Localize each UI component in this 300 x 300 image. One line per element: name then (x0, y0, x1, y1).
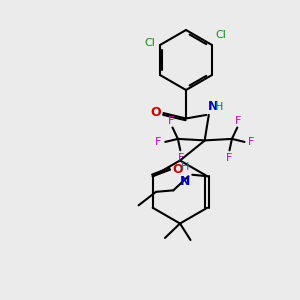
Text: N: N (208, 100, 218, 113)
Text: F: F (155, 137, 162, 147)
Text: Cl: Cl (145, 38, 155, 48)
Text: F: F (226, 153, 232, 163)
Text: F: F (248, 137, 254, 147)
Text: O: O (172, 163, 182, 176)
Text: N: N (180, 175, 190, 188)
Text: Cl: Cl (215, 30, 226, 40)
Text: F: F (167, 116, 174, 126)
Text: F: F (178, 153, 184, 163)
Text: O: O (151, 106, 161, 119)
Text: F: F (235, 116, 242, 126)
Text: H: H (181, 162, 189, 172)
Text: H: H (215, 102, 223, 112)
